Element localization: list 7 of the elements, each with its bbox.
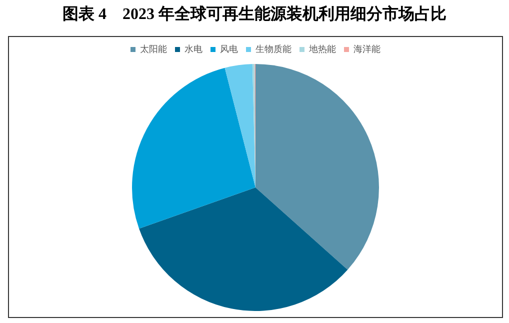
legend-label: 地热能 bbox=[308, 44, 336, 55]
chart-title: 图表 4 2023 年全球可再生能源装机利用细分市场占比 bbox=[62, 4, 448, 25]
legend-label: 水电 bbox=[184, 44, 202, 55]
legend-label: 海洋能 bbox=[354, 44, 380, 55]
legend-label: 风电 bbox=[220, 44, 238, 55]
legend-label: 生物质能 bbox=[256, 44, 292, 55]
legend-label: 太阳能 bbox=[140, 44, 167, 55]
